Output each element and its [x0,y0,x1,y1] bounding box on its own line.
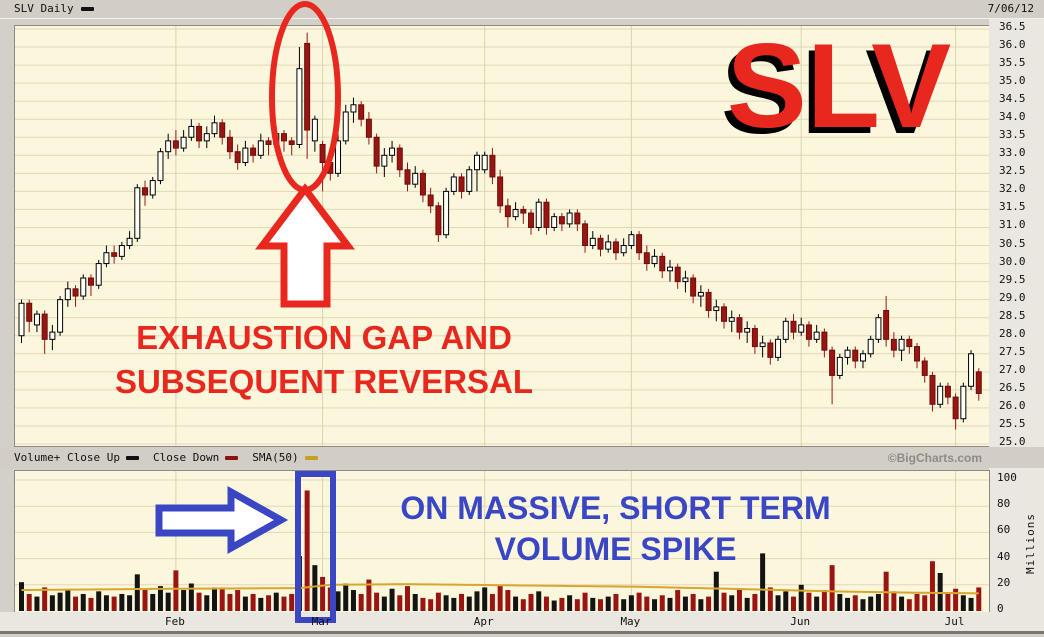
volume-tick-label: 100 [997,471,1017,484]
month-label: Jul [944,615,965,628]
price-tick-label: 30.0 [999,254,1026,268]
exhaustion-annotation-line1: EXHAUSTION GAP AND [136,319,512,356]
price-tick-label: 27.5 [999,344,1026,358]
price-tick-label: 25.0 [999,435,1026,448]
ticker-logo: SLV [726,19,952,153]
close-down-dash-icon [225,455,239,460]
month-label: Feb [164,615,185,628]
price-tick-label: 32.5 [999,164,1026,178]
price-tick-label: 27.0 [999,362,1026,376]
volume-tick-label: 40 [997,549,1011,563]
price-tick-label: 35.5 [999,56,1026,70]
exhaustion-annotation: EXHAUSTION GAP AND SUBSEQUENT REVERSAL [86,316,562,404]
price-tick-label: 29.0 [999,290,1026,304]
sma-dash-icon [304,455,318,460]
legend-sma: SMA(50) [252,451,318,464]
volume-tick-label: 20 [997,575,1011,589]
legend-sma-label: SMA(50) [252,451,299,464]
price-tick-label: 31.5 [999,200,1026,214]
volume-tick-label: 0 [997,602,1004,615]
volume-up-dash-icon [125,455,139,460]
volume-legend-bar: Volume+ Close Up Close Down SMA(50) ©Big… [0,447,1044,468]
price-tick-label: 28.5 [999,308,1026,322]
price-tick-label: 33.5 [999,128,1026,142]
price-tick-label: 32.0 [999,182,1026,196]
price-tick-label: 25.5 [999,416,1026,430]
price-tick-label: 28.0 [999,326,1026,340]
month-label: Mar [311,615,332,628]
volume-spike-annotation: ON MASSIVE, SHORT TERM VOLUME SPIKE [343,488,888,570]
price-tick-label: 33.0 [999,146,1026,160]
volume-tick-label: 60 [997,523,1011,537]
legend-volume-up: Volume+ Close Up [14,451,139,464]
price-tick-label: 26.0 [999,398,1026,412]
chart-title: SLV Daily [14,2,74,15]
month-label: Apr [473,615,494,628]
volume-spike-annotation-line2: VOLUME SPIKE [494,531,737,567]
price-tick-label: 36.5 [999,20,1026,33]
right-axis-column [989,18,1044,612]
price-tick-label: 30.5 [999,236,1026,250]
bottom-frame-line [0,631,1044,634]
month-label: May [620,615,641,628]
price-tick-label: 35.0 [999,74,1026,88]
legend-close-down: Close Down [152,451,239,464]
month-label: Jun [790,615,811,628]
price-tick-label: 29.5 [999,272,1026,286]
price-tick-label: 34.5 [999,92,1026,106]
chart-title-group: SLV Daily [14,2,94,15]
exhaustion-annotation-line2: SUBSEQUENT REVERSAL [114,363,534,400]
header-bar: SLV Daily 7/06/12 [0,0,1044,19]
volume-tick-label: 80 [997,497,1011,511]
price-tick-label: 34.0 [999,110,1026,124]
legend-volume-up-label: Volume+ Close Up [14,451,120,464]
volume-spike-annotation-line1: ON MASSIVE, SHORT TERM [400,490,831,526]
price-tick-label: 26.5 [999,380,1026,394]
price-tick-label: 31.0 [999,218,1026,232]
legend-close-down-label: Close Down [152,451,220,464]
volume-axis-unit-label: Millions [1024,513,1037,574]
price-tick-label: 36.0 [999,38,1026,52]
as-of-date: 7/06/12 [987,2,1034,15]
price-pane [14,25,990,447]
copyright-label: ©BigCharts.com [887,450,982,465]
x-axis-row [0,612,1044,631]
price-series-dash-icon [80,6,94,11]
